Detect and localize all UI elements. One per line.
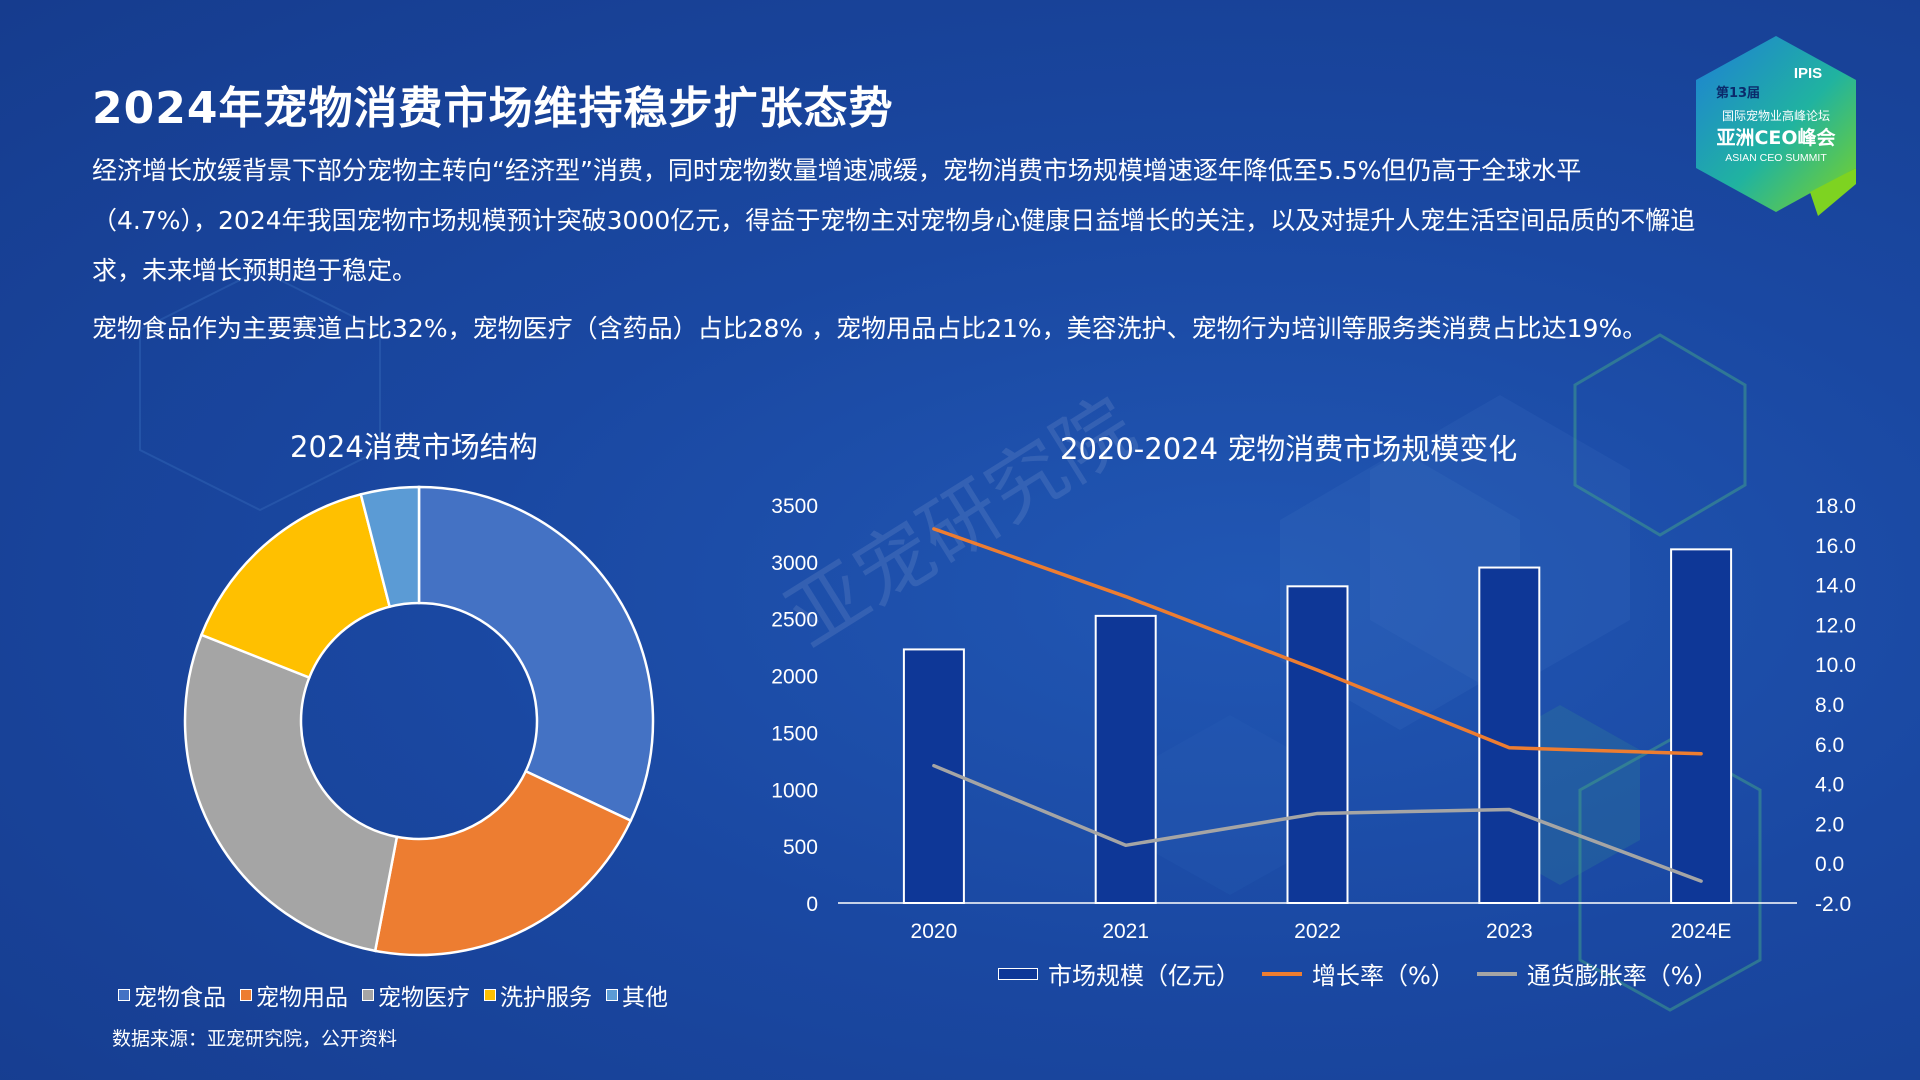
line-inflation-rate <box>932 763 1703 883</box>
line-growth-rate <box>932 527 1703 756</box>
legend-swatch-line <box>1476 971 1517 976</box>
bar-market-size <box>1094 614 1157 904</box>
donut-slice <box>373 769 633 957</box>
legend-label: 其他 <box>622 985 668 1011</box>
legend-label: 宠物食品 <box>134 985 226 1011</box>
y2-tick-label: 12.0 <box>1815 614 1856 637</box>
legend-item-growth-rate: 增长率（%） <box>1262 956 1455 991</box>
y-tick-label: 500 <box>783 836 818 859</box>
legend-swatch <box>362 989 374 1001</box>
legend-label: 通货膨胀率（%） <box>1526 962 1718 990</box>
legend-item-inflation: 通货膨胀率（%） <box>1476 956 1718 991</box>
bar-market-size <box>1286 585 1349 904</box>
y2-tick-label: 16.0 <box>1815 535 1856 558</box>
summary-paragraph: 经济增长放缓背景下部分宠物主转向“经济型”消费，同时宠物数量增速减缓，宠物消费市… <box>92 156 1696 285</box>
legend-swatch <box>118 989 130 1001</box>
legend-label: 增长率（%） <box>1312 962 1455 990</box>
logo-edition: 第13届 <box>1716 85 1760 101</box>
legend-swatch-line <box>1262 971 1302 976</box>
page-title: 2024年宠物消费市场维持稳步扩张态势 <box>92 83 894 134</box>
logo-summit-cn: 亚洲CEO峰会 <box>1716 126 1835 149</box>
data-source-note: 数据来源：亚宠研究院，公开资料 <box>112 1028 398 1050</box>
legend-label: 宠物医疗 <box>378 985 470 1011</box>
legend-label: 宠物用品 <box>256 985 348 1011</box>
donut-legend: 宠物食品 宠物用品 宠物医疗 洗护服务 其他 <box>118 978 668 1012</box>
y2-tick-label: 18.0 <box>1815 495 1856 518</box>
logo-hexagon <box>1696 36 1856 212</box>
x-tick-label: 2020 <box>911 920 958 943</box>
logo-summit-en: ASIAN CEO SUMMIT <box>1725 152 1827 164</box>
y-tick-label: 3000 <box>771 552 818 575</box>
legend-label: 洗护服务 <box>500 985 592 1011</box>
y-tick-label: 1500 <box>771 722 818 745</box>
y2-tick-label: 0.0 <box>1815 853 1844 876</box>
donut-slice <box>417 485 655 823</box>
combo-legend: 市场规模（亿元） 增长率（%） 通货膨胀率（%） <box>998 956 1718 991</box>
legend-item-food: 宠物食品 <box>118 978 226 1012</box>
y-tick-label: 2000 <box>771 666 818 689</box>
legend-swatch <box>240 989 252 1001</box>
y-tick-label: 2500 <box>771 609 818 632</box>
bar-market-size <box>1670 548 1733 904</box>
logo-abbr: IPIS <box>1794 65 1822 82</box>
y-tick-label: 1000 <box>771 779 818 802</box>
share-paragraph: 宠物食品作为主要赛道占比32%，宠物医疗（含药品）占比28% ，宠物用品占比21… <box>92 314 1648 343</box>
donut-chart-title: 2024消费市场结构 <box>290 430 538 464</box>
combo-chart: 0 500 1000 1500 2000 2500 3000 3500 -2.0 0.0 2.0 4.… <box>771 495 1856 943</box>
y2-tick-label: 4.0 <box>1815 774 1844 797</box>
y2-tick-label: 14.0 <box>1815 575 1856 598</box>
logo-tail <box>1810 168 1856 216</box>
y2-tick-label: 10.0 <box>1815 654 1856 677</box>
y2-tick-label: 2.0 <box>1815 813 1844 836</box>
y2-tick-label: 8.0 <box>1815 694 1844 717</box>
legend-item-medical: 宠物医疗 <box>362 978 470 1012</box>
combo-chart-title: 2020-2024 宠物消费市场规模变化 <box>1060 432 1518 466</box>
legend-swatch <box>606 989 618 1001</box>
watermark: 亚宠研究院 <box>772 381 1150 664</box>
legend-item-market-size: 市场规模（亿元） <box>998 956 1240 991</box>
bar-market-size <box>902 648 965 904</box>
logo-forum: 国际宠物业高峰论坛 <box>1722 108 1830 123</box>
bar-market-size <box>1478 566 1541 904</box>
summit-logo: IPIS 第13届 国际宠物业高峰论坛 亚洲CEO峰会 ASIAN CEO SU… <box>1696 36 1856 216</box>
y-tick-label: 3500 <box>771 495 818 518</box>
x-tick-label: 2024E <box>1671 920 1732 943</box>
y2-tick-label: -2.0 <box>1815 893 1851 916</box>
legend-swatch <box>484 989 496 1001</box>
donut-slice <box>359 485 421 609</box>
legend-item-supplies: 宠物用品 <box>240 978 348 1012</box>
legend-label: 市场规模（亿元） <box>1048 962 1240 990</box>
donut-slice <box>199 492 392 680</box>
y2-tick-label: 6.0 <box>1815 734 1844 757</box>
legend-item-grooming: 洗护服务 <box>484 978 592 1012</box>
donut-slice <box>183 633 399 953</box>
y-tick-label: 0 <box>806 893 818 916</box>
legend-swatch-bar <box>998 967 1038 980</box>
legend-item-other: 其他 <box>606 978 668 1012</box>
donut-chart <box>183 485 655 957</box>
x-tick-label: 2023 <box>1486 920 1533 943</box>
x-tick-label: 2022 <box>1294 920 1341 943</box>
x-tick-label: 2021 <box>1102 920 1149 943</box>
